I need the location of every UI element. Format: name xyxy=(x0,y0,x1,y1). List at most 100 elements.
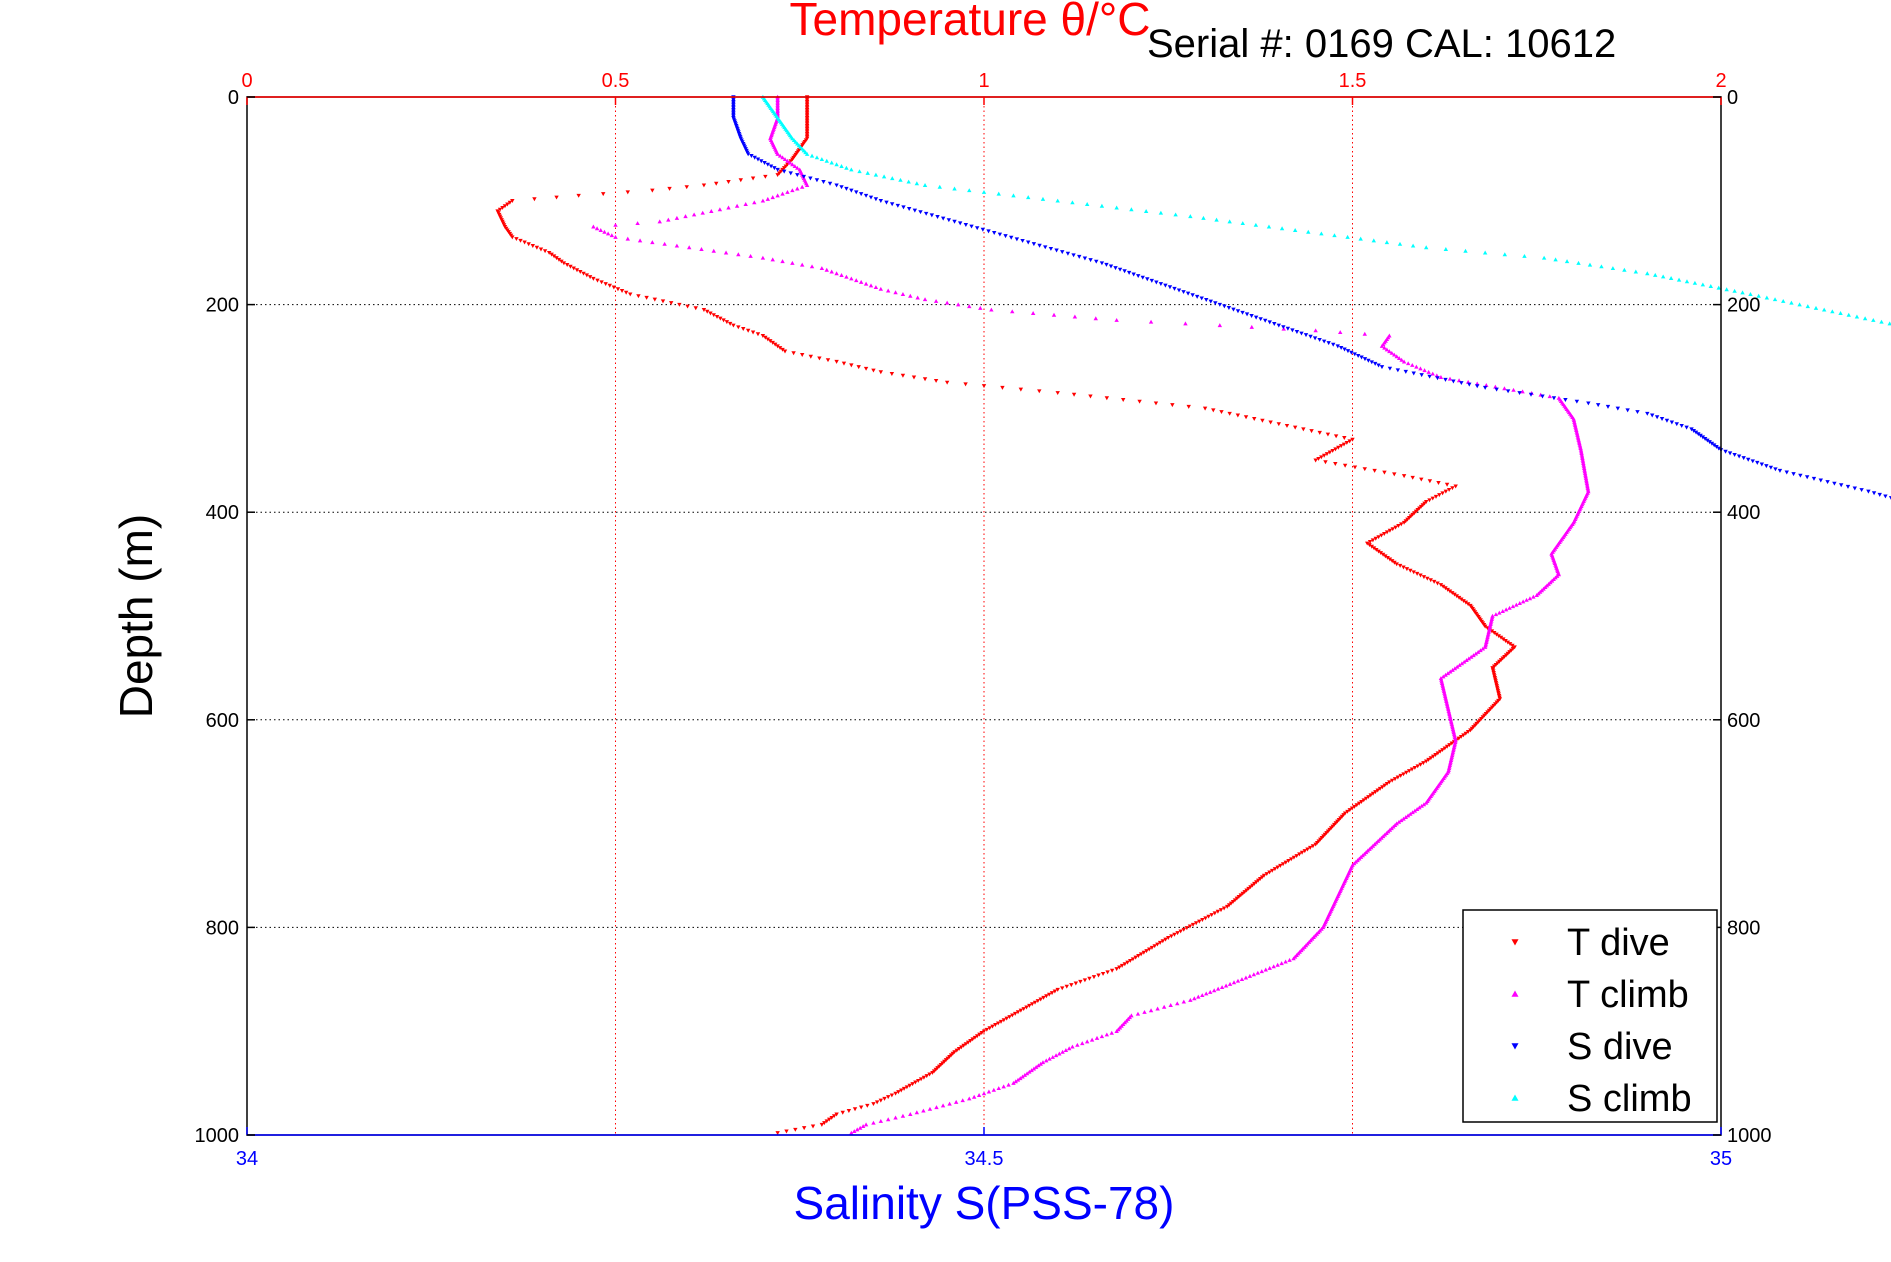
data-point xyxy=(1478,648,1483,653)
data-point xyxy=(873,172,879,177)
data-point xyxy=(1018,1076,1023,1081)
data-point xyxy=(1384,530,1390,535)
data-point xyxy=(574,268,580,273)
data-point xyxy=(770,257,775,262)
data-point xyxy=(1272,322,1277,326)
data-point xyxy=(788,171,793,176)
data-point xyxy=(965,1040,971,1045)
data-point xyxy=(857,169,862,174)
data-point xyxy=(1399,818,1404,823)
data-point xyxy=(1227,411,1232,416)
data-point xyxy=(809,153,815,158)
data-point xyxy=(901,1086,907,1091)
data-point xyxy=(1046,992,1052,997)
data-point xyxy=(1117,267,1123,272)
data-point xyxy=(1390,527,1395,532)
data-point xyxy=(755,157,761,162)
data-point xyxy=(1057,1051,1062,1056)
data-point xyxy=(1065,251,1071,256)
data-point xyxy=(923,211,929,216)
data-point xyxy=(792,164,798,168)
data-point xyxy=(1394,354,1399,359)
data-point xyxy=(1582,470,1588,475)
data-point xyxy=(1073,981,1079,986)
data-point xyxy=(819,1122,825,1127)
data-point xyxy=(857,1125,863,1130)
data-point xyxy=(1497,610,1502,615)
data-point xyxy=(1313,328,1318,333)
data-point xyxy=(1239,977,1245,982)
data-point xyxy=(760,255,766,260)
data-point xyxy=(1480,646,1486,651)
data-point xyxy=(940,216,946,221)
data-point xyxy=(1610,266,1616,271)
data-point xyxy=(1114,967,1119,972)
data-point xyxy=(852,1129,857,1134)
data-point xyxy=(1324,452,1330,457)
data-point xyxy=(1709,441,1715,446)
data-point xyxy=(1345,234,1350,239)
data-point xyxy=(1409,767,1415,772)
data-point xyxy=(963,382,968,387)
data-point xyxy=(752,155,757,160)
data-point xyxy=(1494,387,1499,392)
data-point xyxy=(1455,664,1460,669)
legend-marker xyxy=(1511,1094,1519,1101)
data-point xyxy=(1194,294,1200,299)
data-point xyxy=(1456,736,1461,741)
data-point xyxy=(530,244,535,248)
data-point xyxy=(858,279,864,284)
data-point xyxy=(1581,461,1586,465)
data-point xyxy=(913,1080,918,1085)
data-point xyxy=(785,158,790,163)
data-point xyxy=(542,249,548,254)
data-point xyxy=(1406,769,1412,774)
data-point xyxy=(1492,631,1497,635)
data-point xyxy=(763,174,768,179)
data-point xyxy=(1442,746,1448,751)
data-point xyxy=(741,327,746,332)
data-point xyxy=(1866,489,1871,494)
data-point xyxy=(595,278,600,283)
data-point xyxy=(935,215,940,219)
data-point xyxy=(1201,215,1206,220)
data-point xyxy=(1161,1004,1167,1009)
data-point xyxy=(831,1114,837,1119)
data-point xyxy=(1235,309,1241,314)
data-point xyxy=(801,174,807,179)
data-point xyxy=(1163,937,1168,942)
data-point xyxy=(854,278,859,283)
data-point xyxy=(1838,311,1843,316)
data-point xyxy=(1033,1064,1039,1069)
data-point xyxy=(922,377,928,382)
data-point xyxy=(1599,264,1604,269)
data-point xyxy=(930,1070,935,1075)
data-point xyxy=(1415,764,1420,769)
data-point xyxy=(674,215,680,220)
data-point xyxy=(1883,494,1888,499)
data-point xyxy=(1294,854,1299,859)
data-point xyxy=(1117,965,1122,970)
data-point xyxy=(1384,781,1390,786)
data-point xyxy=(952,219,957,224)
data-point xyxy=(1284,423,1290,428)
data-point xyxy=(1428,578,1433,583)
data-point xyxy=(1471,653,1476,658)
data-point xyxy=(957,221,963,226)
data-point xyxy=(1268,420,1273,425)
data-point xyxy=(1338,444,1344,449)
data-point xyxy=(1213,301,1218,306)
data-point xyxy=(924,1074,929,1079)
data-point xyxy=(1414,807,1420,811)
data-point xyxy=(674,243,680,248)
data-point xyxy=(1461,733,1466,738)
data-point xyxy=(1345,349,1351,354)
data-point xyxy=(1674,422,1679,427)
data-point xyxy=(1175,1001,1180,1006)
data-point xyxy=(1121,397,1126,402)
data-point xyxy=(561,261,567,266)
data-point xyxy=(1011,1080,1016,1085)
data-point xyxy=(863,366,869,371)
data-point xyxy=(1029,1002,1035,1007)
data-point xyxy=(1419,803,1424,808)
